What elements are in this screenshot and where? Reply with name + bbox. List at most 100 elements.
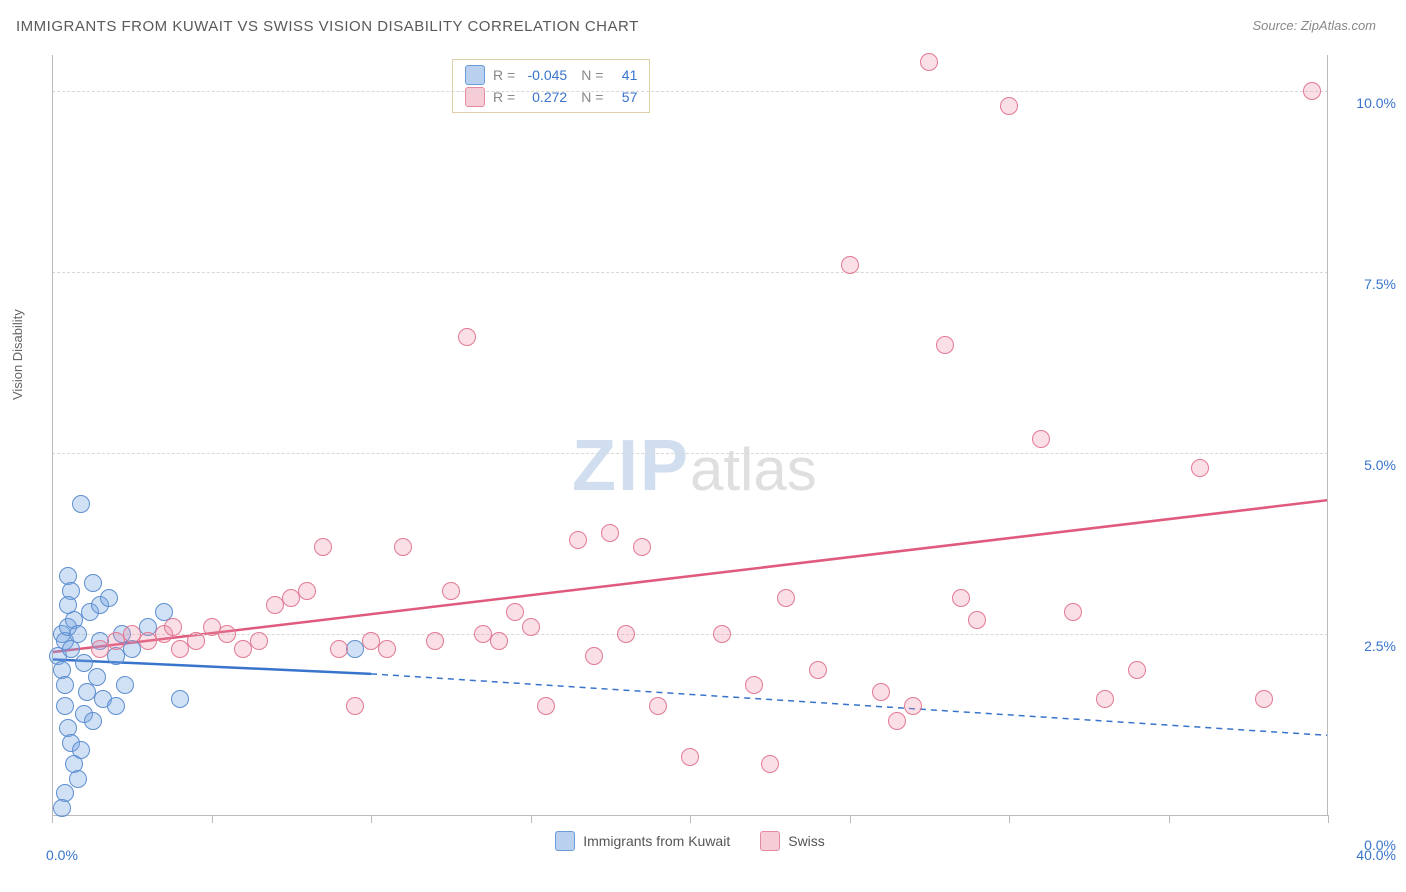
data-point xyxy=(346,697,364,715)
legend-swatch xyxy=(465,87,485,107)
data-point xyxy=(218,625,236,643)
y-axis-line-right xyxy=(1327,55,1328,815)
data-point xyxy=(378,640,396,658)
data-point xyxy=(75,654,93,672)
data-point xyxy=(569,531,587,549)
gridline xyxy=(52,272,1328,273)
data-point xyxy=(1032,430,1050,448)
watermark-zip: ZIP xyxy=(572,426,690,506)
legend-swatch xyxy=(465,65,485,85)
data-point xyxy=(250,632,268,650)
data-point xyxy=(442,582,460,600)
data-point xyxy=(100,589,118,607)
legend-swatch xyxy=(760,831,780,851)
data-point xyxy=(330,640,348,658)
data-point xyxy=(426,632,444,650)
x-tick xyxy=(52,815,53,823)
y-tick-label: 10.0% xyxy=(1356,95,1396,111)
data-point xyxy=(116,676,134,694)
legend-row: R =-0.045N =41 xyxy=(465,64,637,86)
correlation-chart: IMMIGRANTS FROM KUWAIT VS SWISS VISION D… xyxy=(0,0,1406,892)
x-tick xyxy=(1009,815,1010,823)
data-point xyxy=(187,632,205,650)
data-point xyxy=(904,697,922,715)
data-point xyxy=(84,574,102,592)
data-point xyxy=(522,618,540,636)
data-point xyxy=(920,53,938,71)
data-point xyxy=(107,697,125,715)
data-point xyxy=(69,770,87,788)
data-point xyxy=(506,603,524,621)
data-point xyxy=(1128,661,1146,679)
legend-label: Swiss xyxy=(788,833,825,849)
data-point xyxy=(88,668,106,686)
data-point xyxy=(72,741,90,759)
data-point xyxy=(53,799,71,817)
legend-r-value: -0.045 xyxy=(521,67,567,83)
data-point xyxy=(1191,459,1209,477)
x-tick xyxy=(1328,815,1329,823)
data-point xyxy=(888,712,906,730)
data-point xyxy=(69,625,87,643)
legend-r-label: R = xyxy=(493,67,515,83)
data-point xyxy=(745,676,763,694)
data-point xyxy=(841,256,859,274)
data-point xyxy=(713,625,731,643)
data-point xyxy=(585,647,603,665)
data-point xyxy=(617,625,635,643)
legend-row: R =0.272N =57 xyxy=(465,86,637,108)
legend-swatch xyxy=(555,831,575,851)
x-label-right: 40.0% xyxy=(1356,847,1396,863)
data-point xyxy=(537,697,555,715)
data-point xyxy=(936,336,954,354)
data-point xyxy=(1096,690,1114,708)
data-point xyxy=(164,618,182,636)
data-point xyxy=(649,697,667,715)
data-point xyxy=(1255,690,1273,708)
y-tick-label: 5.0% xyxy=(1364,457,1396,473)
y-axis-line xyxy=(52,55,53,815)
x-tick xyxy=(212,815,213,823)
gridline xyxy=(52,634,1328,635)
data-point xyxy=(56,676,74,694)
data-point xyxy=(681,748,699,766)
x-tick xyxy=(371,815,372,823)
data-point xyxy=(601,524,619,542)
data-point xyxy=(171,690,189,708)
data-point xyxy=(59,596,77,614)
data-point xyxy=(952,589,970,607)
trend-line xyxy=(52,500,1328,652)
data-point xyxy=(809,661,827,679)
data-point xyxy=(968,611,986,629)
watermark: ZIPatlas xyxy=(572,425,817,507)
data-point xyxy=(458,328,476,346)
x-tick xyxy=(850,815,851,823)
gridline xyxy=(52,453,1328,454)
data-point xyxy=(1000,97,1018,115)
data-point xyxy=(84,712,102,730)
x-label-left: 0.0% xyxy=(46,847,78,863)
watermark-atlas: atlas xyxy=(690,436,817,503)
chart-source: Source: ZipAtlas.com xyxy=(1252,18,1376,33)
legend-series: Immigrants from Kuwait Swiss xyxy=(52,831,1328,851)
data-point xyxy=(490,632,508,650)
legend-item: Immigrants from Kuwait xyxy=(555,831,730,851)
y-tick-label: 7.5% xyxy=(1364,276,1396,292)
data-point xyxy=(314,538,332,556)
legend-correlation: R =-0.045N =41R =0.272N =57 xyxy=(452,59,650,113)
trend-line-dashed xyxy=(371,674,1328,736)
x-tick xyxy=(531,815,532,823)
y-tick-label: 2.5% xyxy=(1364,638,1396,654)
x-tick xyxy=(690,815,691,823)
plot-area: ZIPatlas R =-0.045N =41R =0.272N =57 Imm… xyxy=(52,55,1328,815)
y-axis-label: Vision Disability xyxy=(10,309,25,400)
legend-n-label: N = xyxy=(581,67,603,83)
data-point xyxy=(1064,603,1082,621)
gridline xyxy=(52,91,1328,92)
x-tick xyxy=(1169,815,1170,823)
data-point xyxy=(761,755,779,773)
legend-label: Immigrants from Kuwait xyxy=(583,833,730,849)
data-point xyxy=(56,697,74,715)
data-point xyxy=(394,538,412,556)
data-point xyxy=(1303,82,1321,100)
